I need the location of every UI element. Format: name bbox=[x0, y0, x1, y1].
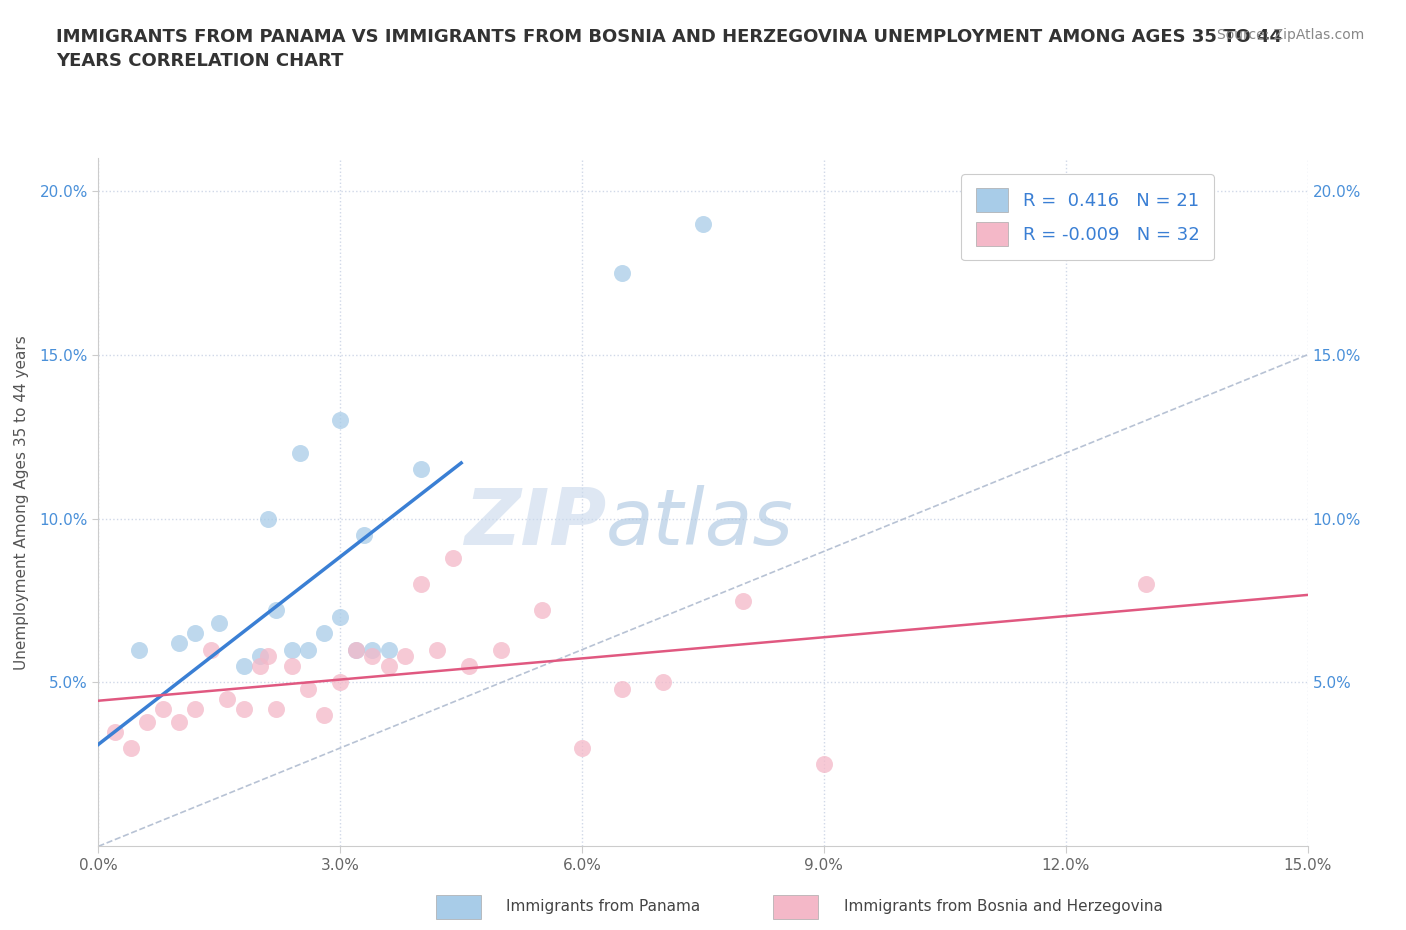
Point bbox=[297, 682, 319, 697]
Point bbox=[297, 643, 319, 658]
Point bbox=[314, 708, 336, 723]
Point bbox=[409, 577, 432, 591]
Point bbox=[426, 643, 449, 658]
Point bbox=[256, 649, 278, 664]
Point bbox=[184, 701, 207, 716]
Point bbox=[135, 714, 157, 729]
Y-axis label: Unemployment Among Ages 35 to 44 years: Unemployment Among Ages 35 to 44 years bbox=[14, 335, 28, 670]
Point bbox=[692, 216, 714, 231]
Point bbox=[208, 616, 231, 631]
Point bbox=[264, 701, 287, 716]
Point bbox=[217, 691, 239, 706]
Text: Immigrants from Panama: Immigrants from Panama bbox=[506, 899, 700, 914]
Point bbox=[612, 265, 634, 280]
Point bbox=[344, 643, 367, 658]
Point bbox=[167, 714, 190, 729]
Point bbox=[409, 462, 432, 477]
Legend: R =  0.416   N = 21, R = -0.009   N = 32: R = 0.416 N = 21, R = -0.009 N = 32 bbox=[962, 174, 1213, 260]
Point bbox=[281, 643, 304, 658]
Point bbox=[256, 512, 278, 526]
Point bbox=[232, 701, 254, 716]
Point bbox=[458, 658, 481, 673]
Point bbox=[232, 658, 254, 673]
Text: atlas: atlas bbox=[606, 485, 794, 561]
Point bbox=[491, 643, 513, 658]
Point bbox=[353, 527, 375, 542]
Point bbox=[394, 649, 416, 664]
Point bbox=[361, 649, 384, 664]
Point bbox=[612, 682, 634, 697]
Point bbox=[103, 724, 125, 739]
Point bbox=[329, 609, 352, 624]
Point bbox=[128, 643, 150, 658]
Point bbox=[152, 701, 174, 716]
Point bbox=[249, 649, 271, 664]
Text: ZIP: ZIP bbox=[464, 485, 606, 561]
Point bbox=[314, 626, 336, 641]
Point bbox=[441, 551, 464, 565]
Point bbox=[264, 603, 287, 618]
Text: Source: ZipAtlas.com: Source: ZipAtlas.com bbox=[1216, 28, 1364, 42]
Point bbox=[361, 643, 384, 658]
Text: Immigrants from Bosnia and Herzegovina: Immigrants from Bosnia and Herzegovina bbox=[844, 899, 1163, 914]
Point bbox=[200, 643, 222, 658]
Point bbox=[571, 740, 593, 755]
Point bbox=[733, 593, 755, 608]
Text: IMMIGRANTS FROM PANAMA VS IMMIGRANTS FROM BOSNIA AND HERZEGOVINA UNEMPLOYMENT AM: IMMIGRANTS FROM PANAMA VS IMMIGRANTS FRO… bbox=[56, 28, 1282, 70]
Point bbox=[651, 675, 673, 690]
Point bbox=[813, 757, 835, 772]
Point bbox=[120, 740, 142, 755]
Point bbox=[377, 643, 399, 658]
Point bbox=[167, 636, 190, 651]
Point bbox=[329, 413, 352, 428]
Point bbox=[329, 675, 352, 690]
Point bbox=[344, 643, 367, 658]
Point bbox=[288, 445, 311, 460]
Point bbox=[377, 658, 399, 673]
Point bbox=[249, 658, 271, 673]
Point bbox=[281, 658, 304, 673]
Point bbox=[530, 603, 553, 618]
Point bbox=[184, 626, 207, 641]
Point bbox=[1135, 577, 1157, 591]
